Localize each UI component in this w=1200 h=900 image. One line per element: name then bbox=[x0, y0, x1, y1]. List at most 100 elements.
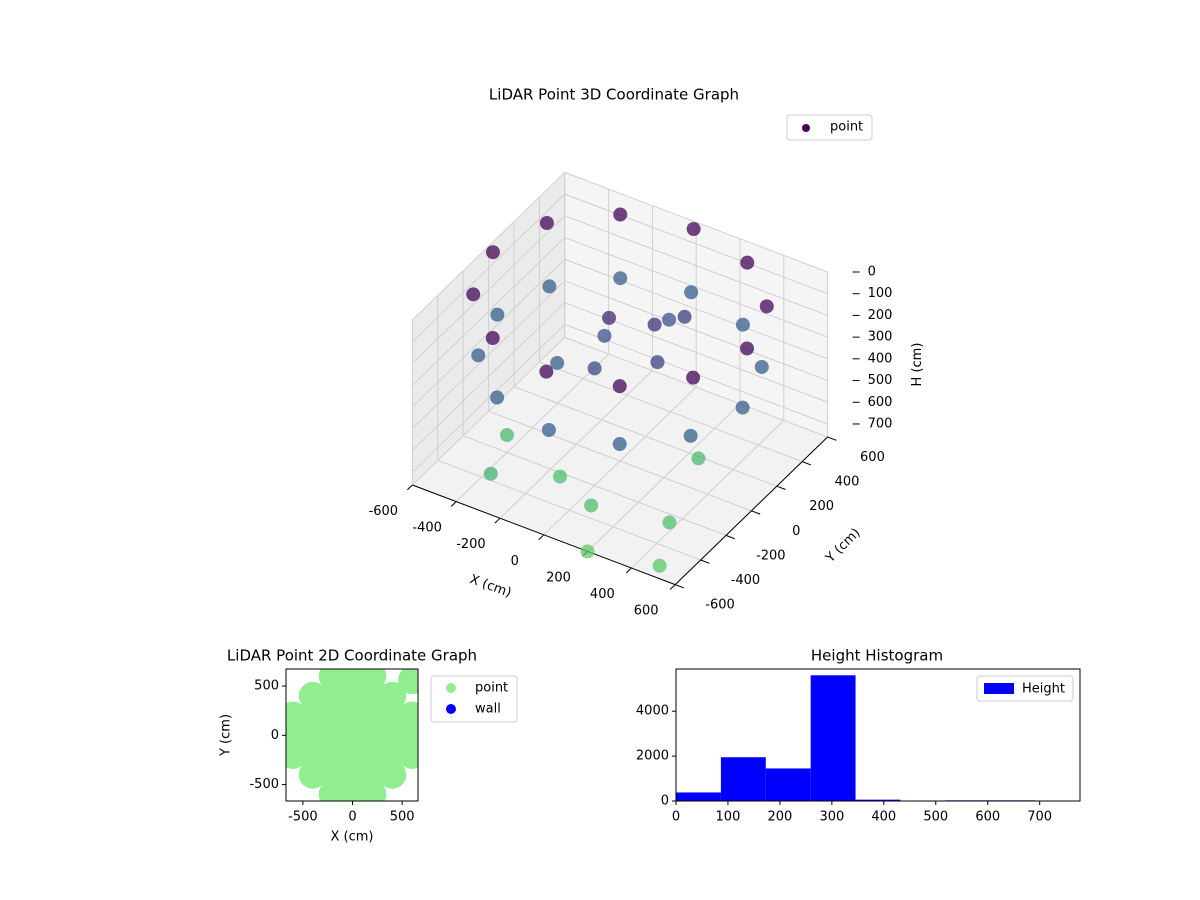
data-point bbox=[358, 681, 387, 710]
data-point bbox=[466, 287, 481, 302]
data-point bbox=[602, 310, 617, 325]
grid-line bbox=[463, 435, 727, 536]
data-point bbox=[378, 721, 407, 750]
y-axis-label: Y (cm) bbox=[823, 525, 864, 566]
x-tick-label: -400 bbox=[412, 521, 442, 536]
data-point bbox=[677, 309, 692, 324]
data-point bbox=[398, 741, 418, 769]
z-axis-label: H (cm) bbox=[910, 343, 925, 387]
y-tick-label: 600 bbox=[860, 450, 885, 465]
x-tick-label: 400 bbox=[590, 587, 615, 602]
data-point bbox=[613, 271, 628, 286]
x-tick-label: 600 bbox=[634, 604, 659, 619]
data-point bbox=[358, 760, 387, 789]
x-tick-label: 600 bbox=[975, 810, 1000, 825]
data-point bbox=[647, 317, 662, 332]
y-tick-label: 2000 bbox=[636, 749, 669, 764]
data-point bbox=[485, 245, 500, 260]
legend-marker bbox=[802, 124, 810, 132]
data-point bbox=[378, 681, 407, 710]
x-tick-label: 300 bbox=[819, 810, 844, 825]
y-tick-label: 0 bbox=[792, 524, 800, 539]
data-point bbox=[318, 701, 347, 730]
data-point bbox=[612, 379, 627, 394]
y-tick-label: 0 bbox=[271, 728, 279, 743]
z-tick-label: 200 bbox=[868, 308, 893, 323]
y-tick-label: 200 bbox=[809, 499, 834, 514]
chart-title: LiDAR Point 3D Coordinate Graph bbox=[489, 86, 739, 104]
x-tick-label: 100 bbox=[716, 810, 741, 825]
grid-line bbox=[437, 459, 701, 561]
x-tick-label: 700 bbox=[1027, 810, 1052, 825]
bar bbox=[765, 768, 811, 801]
y-tick-label: -500 bbox=[249, 777, 279, 792]
data-point bbox=[358, 740, 387, 769]
grid-line bbox=[564, 215, 828, 316]
data-point bbox=[686, 222, 701, 237]
z-tick-label: 400 bbox=[868, 351, 893, 366]
tick-mark bbox=[406, 484, 413, 491]
x-axis-label: X (cm) bbox=[331, 830, 374, 845]
data-point bbox=[490, 307, 505, 322]
data-point bbox=[539, 364, 554, 379]
tick-mark bbox=[625, 567, 632, 574]
data-point bbox=[597, 328, 612, 343]
data-point bbox=[662, 515, 677, 530]
legend-box bbox=[976, 675, 1074, 702]
data-point bbox=[691, 451, 706, 466]
z-tick-label: 700 bbox=[868, 416, 893, 431]
data-point bbox=[358, 701, 387, 730]
data-point bbox=[652, 558, 667, 573]
x-tick-label: -600 bbox=[369, 504, 399, 519]
tick-mark bbox=[725, 534, 735, 540]
grid-line bbox=[564, 193, 828, 295]
grid-line bbox=[539, 361, 803, 463]
data-point bbox=[759, 299, 774, 314]
data-point bbox=[683, 428, 698, 443]
bar bbox=[810, 675, 856, 801]
data-point bbox=[740, 341, 755, 356]
grid-line bbox=[564, 171, 828, 273]
bar bbox=[676, 792, 721, 801]
data-point bbox=[662, 312, 677, 327]
y-tick-label: 400 bbox=[835, 475, 860, 490]
data-point bbox=[338, 701, 367, 730]
y-tick-label: 0 bbox=[661, 794, 669, 809]
data-point bbox=[298, 721, 327, 750]
z-tick-label: 600 bbox=[868, 395, 893, 410]
y-tick-label: -200 bbox=[756, 548, 786, 563]
tick-mark bbox=[675, 584, 685, 589]
chart-title: Height Histogram bbox=[811, 647, 943, 665]
grid-line bbox=[412, 193, 566, 343]
data-point bbox=[684, 285, 699, 300]
data-point bbox=[338, 740, 367, 769]
data-point bbox=[298, 760, 327, 789]
data-point bbox=[553, 469, 567, 484]
axes-frame bbox=[675, 668, 1081, 802]
grid-line bbox=[564, 336, 828, 438]
data-point bbox=[539, 216, 554, 231]
grid-line bbox=[564, 258, 828, 360]
y-tick-label: -600 bbox=[705, 598, 735, 613]
x-axis-line bbox=[412, 484, 676, 586]
bar bbox=[855, 799, 901, 801]
data-point bbox=[613, 207, 628, 222]
chart-title: LiDAR Point 2D Coordinate Graph bbox=[227, 647, 477, 665]
data-point bbox=[735, 400, 750, 415]
data-point bbox=[483, 466, 498, 481]
tick-mark bbox=[827, 436, 837, 441]
tick-mark bbox=[538, 534, 545, 541]
data-point bbox=[378, 701, 407, 730]
tick-mark bbox=[494, 517, 501, 524]
data-point bbox=[338, 721, 367, 750]
legend-marker bbox=[446, 704, 456, 714]
data-point bbox=[490, 390, 505, 405]
x-tick-label: 0 bbox=[511, 554, 519, 569]
data-point bbox=[358, 721, 387, 750]
grid-line bbox=[412, 172, 566, 321]
x-tick-label: 500 bbox=[390, 810, 415, 825]
legend-box bbox=[786, 114, 873, 141]
legend-label: point bbox=[475, 681, 508, 696]
data-point bbox=[650, 355, 665, 370]
